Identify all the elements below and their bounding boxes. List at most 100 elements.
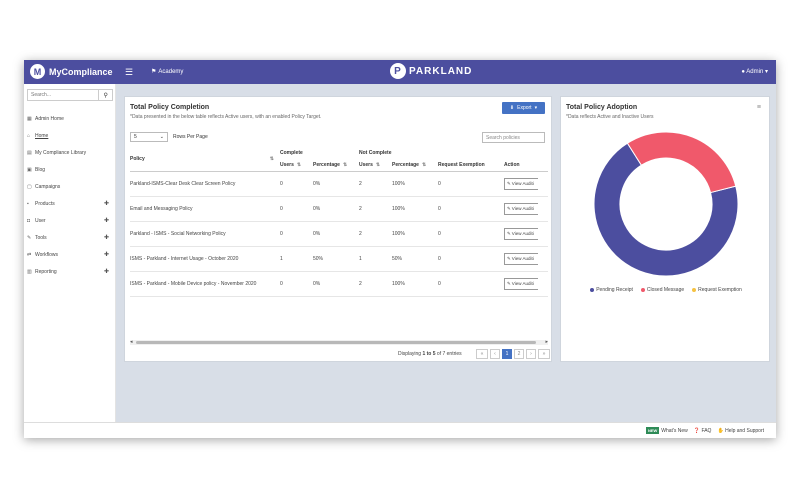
reporting-icon: ▥ <box>27 268 32 275</box>
rows-per-page-value: 5 <box>134 134 137 140</box>
rows-per-page-select[interactable]: 5 ⌄ <box>130 132 168 142</box>
sidebar-item-tools[interactable]: ✎ Tools ✚ <box>24 229 116 246</box>
sidebar-item-label: Workflows <box>35 251 58 258</box>
plus-icon[interactable]: ✚ <box>103 235 109 241</box>
sidebar-item-label: User <box>35 217 46 224</box>
notcomplete-percentage: 100% <box>392 221 438 247</box>
donut-slice-closed-message[interactable] <box>626 131 737 194</box>
col-notcomplete-percentage[interactable]: Percentage ⇅ <box>392 159 438 172</box>
sidebar-item-label: Admin Home <box>35 115 64 122</box>
hamburger-menu-icon[interactable]: ≡ <box>756 104 761 111</box>
question-icon: ❓ <box>693 428 701 434</box>
pagination-summary: Displaying 1 to 5 of 7 entries <box>398 351 462 357</box>
complete-users: 0 <box>280 196 313 222</box>
view-audit-button[interactable]: ✎ View Auditi <box>504 227 538 240</box>
sidebar-search-input[interactable] <box>28 90 99 100</box>
pagination: «‹ 1 2 ›» <box>476 349 550 359</box>
parkland-logo-text: PARKLAND <box>409 65 473 77</box>
policy-adoption-card: Total Policy Adoption *Data reflects Act… <box>560 96 770 362</box>
new-badge: NEW <box>645 427 660 434</box>
sort-icon[interactable]: ⇅ <box>296 161 302 168</box>
download-icon: ⬇ <box>509 105 515 111</box>
sort-icon[interactable]: ⇅ <box>375 161 381 168</box>
view-audit-button[interactable]: ✎ View Auditi <box>504 202 538 215</box>
sidebar-item-label: Campaigns <box>35 183 61 190</box>
plus-icon[interactable]: ✚ <box>103 252 109 258</box>
page-button[interactable]: « <box>476 349 488 359</box>
whats-new-link[interactable]: NEW What's New <box>645 427 688 434</box>
policy-search-input[interactable]: Search policies <box>482 132 545 143</box>
col-notcomplete-users[interactable]: Users ⇅ <box>359 159 392 172</box>
library-icon: ▤ <box>27 149 32 156</box>
sort-icon[interactable]: ⇅ <box>421 161 427 168</box>
scroll-right-icon[interactable]: ▸ <box>545 339 548 345</box>
edit-icon: ✎ <box>507 205 511 211</box>
adoption-donut-chart <box>593 131 739 277</box>
sidebar-item-user[interactable]: ◘ User ✚ <box>24 212 116 229</box>
main-content: Total Policy Completion *Data presented … <box>116 84 776 422</box>
sort-icon[interactable]: ⇅ <box>342 161 348 168</box>
complete-percentage: 0% <box>313 221 359 247</box>
legend-item[interactable]: Pending Receipt <box>590 287 633 293</box>
parkland-logo-icon: P <box>390 63 406 79</box>
scroll-left-icon[interactable]: ◂ <box>130 339 133 345</box>
view-audit-button[interactable]: ✎ View Auditi <box>504 177 538 190</box>
sidebar-item-admin-home[interactable]: ▦ Admin Home <box>24 110 116 127</box>
brand-logo-icon: M <box>30 64 45 79</box>
user-icon: ● <box>741 69 745 75</box>
page-button[interactable]: ‹ <box>490 349 500 359</box>
policy-name: Parkland-ISMS-Clear Desk Clear Screen Po… <box>130 171 280 197</box>
table-row: Parkland-ISMS-Clear Desk Clear Screen Po… <box>130 171 548 197</box>
search-icon[interactable]: ⚲ <box>98 90 112 100</box>
col-complete-percentage[interactable]: Percentage ⇅ <box>313 159 359 172</box>
home-icon: ⌂ <box>27 132 31 139</box>
legend-label: Pending Receipt <box>596 287 633 293</box>
complete-percentage: 0% <box>313 171 359 197</box>
view-audit-button[interactable]: ✎ View Auditi <box>504 252 538 265</box>
page-button[interactable]: 2 <box>514 349 524 359</box>
request-exemption-count: 0 <box>438 246 504 272</box>
sidebar-item-reporting[interactable]: ▥ Reporting ✚ <box>24 263 116 280</box>
group-not-complete: Not Complete <box>359 150 392 156</box>
plus-icon[interactable]: ✚ <box>103 218 109 224</box>
scrollbar-thumb[interactable] <box>136 341 536 344</box>
plus-icon[interactable]: ✚ <box>103 269 109 275</box>
request-exemption-count: 0 <box>438 171 504 197</box>
complete-users: 0 <box>280 171 313 197</box>
faq-link[interactable]: ❓ FAQ <box>693 428 712 434</box>
sidebar-item-home[interactable]: ⌂ Home <box>24 127 116 144</box>
brand[interactable]: M MyCompliance <box>30 64 113 79</box>
policy-name: ISMS - Parkland - Internet Usage - Octob… <box>130 246 280 272</box>
campaign-icon: ▢ <box>27 183 32 190</box>
view-audit-button[interactable]: ✎ View Auditi <box>504 277 538 290</box>
page-button[interactable]: » <box>538 349 550 359</box>
sort-icon[interactable]: ⇅ <box>269 155 274 162</box>
sidebar-item-products[interactable]: ▪ Products ✚ <box>24 195 116 212</box>
col-policy[interactable]: Policy ⇅ <box>130 147 280 172</box>
col-complete-users[interactable]: Users ⇅ <box>280 159 313 172</box>
handshake-icon: ✋ <box>717 428 724 434</box>
help-link[interactable]: ✋ Help and Support <box>717 428 764 434</box>
sidebar-item-workflows[interactable]: ⇄ Workflows ✚ <box>24 246 116 263</box>
legend-item[interactable]: Request Exemption <box>692 287 742 293</box>
sidebar-item-campaigns[interactable]: ▢ Campaigns <box>24 178 116 195</box>
page-button[interactable]: › <box>526 349 536 359</box>
user-label: Admin <box>746 69 764 75</box>
sidebar-item-blog[interactable]: ▣ Blog <box>24 161 116 178</box>
notcomplete-percentage: 100% <box>392 196 438 222</box>
plus-icon[interactable]: ✚ <box>103 201 109 207</box>
export-button[interactable]: ⬇ Export ▾ <box>502 102 545 114</box>
sidebar-item-my-compliance-library[interactable]: ▤ My Compliance Library <box>24 144 116 161</box>
sidebar-item-label: Home <box>35 132 49 139</box>
legend-item[interactable]: Closed Message <box>640 287 684 293</box>
donut-slice-pending-receipt[interactable] <box>593 142 739 277</box>
user-menu[interactable]: ● Admin ▾ <box>741 68 768 75</box>
academy-link[interactable]: ⚑ Academy <box>151 68 183 76</box>
chart-legend: Pending Receipt Closed Message Request Exe… <box>561 287 771 293</box>
export-label: Export <box>517 105 532 111</box>
hamburger-icon[interactable]: ☰ <box>125 67 134 77</box>
horizontal-scrollbar[interactable]: ◂ ▸ <box>130 339 548 345</box>
top-navbar: M MyCompliance ☰ ⚑ Academy P PARKLAND ● … <box>24 60 776 84</box>
tools-icon: ✎ <box>27 234 32 241</box>
page-button[interactable]: 1 <box>502 349 512 359</box>
